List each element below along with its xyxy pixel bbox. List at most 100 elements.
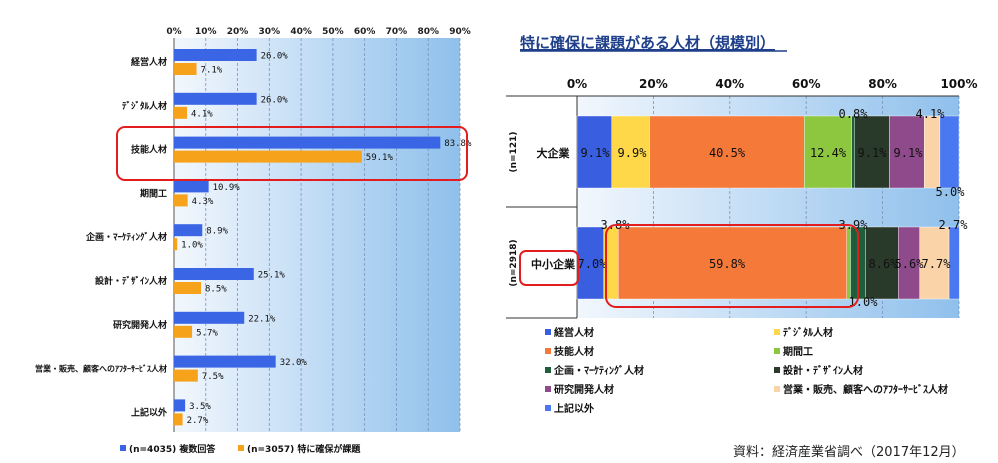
legend-swatch <box>774 329 780 335</box>
right-bar-segment <box>576 226 604 300</box>
legend-label: ﾃﾞｼﾞﾀﾙ人材 <box>783 326 833 339</box>
left-category-label: 技能人材 <box>131 144 167 156</box>
left-value-label: 26.0% <box>261 95 289 105</box>
left-category-labels: 経営人材 ﾃﾞｼﾞﾀﾙ人材技能人材期間工企画・ﾏｰｹﾃｨﾝｸﾞ人材設計・ﾃﾞｻﾞｲ… <box>35 56 167 418</box>
right-bar-segment <box>865 226 899 300</box>
left-bar <box>174 355 276 368</box>
left-value-label: 22.1% <box>248 314 276 324</box>
left-value-label: 7.1% <box>201 66 223 76</box>
left-value-label: 2.7% <box>187 416 209 426</box>
right-value-label: 3.9% <box>839 218 869 232</box>
left-bar <box>174 194 188 207</box>
legend-label: (n=3057) 特に確保が課題 <box>247 443 361 455</box>
legend-swatch <box>238 445 244 451</box>
right-bar-segment <box>948 226 960 300</box>
right-value-label: 9.1% <box>858 146 888 160</box>
left-legend: (n=4035) 複数回答 (n=3057) 特に確保が課題 <box>120 443 361 455</box>
left-bar <box>174 106 188 119</box>
left-value-label: 83.8% <box>444 139 472 149</box>
highlight-box <box>116 126 468 181</box>
right-value-label: 9.9% <box>618 146 648 160</box>
right-x-tick-label: 40% <box>715 77 744 91</box>
right-x-ticks: 0% 20% 40% 60% 80% 100% <box>567 77 978 91</box>
right-value-label: 12.4% <box>810 146 847 160</box>
legend-label: 経営人材 <box>554 326 594 339</box>
right-bar-segment <box>576 115 612 189</box>
left-category-label: 上記以外 <box>131 406 167 418</box>
right-bar-segment <box>889 115 925 189</box>
legend-swatch <box>774 348 780 354</box>
right-x-tick-label: 0% <box>567 77 587 91</box>
right-bar-segment <box>851 115 855 189</box>
left-bar <box>174 150 362 163</box>
right-group-n: (n=121) <box>509 132 519 173</box>
left-category-label: ﾃﾞｼﾞﾀﾙ人材 <box>122 100 167 112</box>
legend-label: 営業・販売、顧客へのｱﾌﾀｰｻｰﾋﾞｽ人材 <box>783 383 948 396</box>
left-x-tick-label: 50% <box>322 27 344 37</box>
right-bar-segment <box>804 115 852 189</box>
right-value-label: 2.7% <box>939 218 969 232</box>
right-bar-segment <box>919 226 950 300</box>
left-bar <box>174 413 183 426</box>
right-bar-segment <box>924 115 941 189</box>
left-bar <box>174 369 198 382</box>
highlight-box <box>605 224 859 308</box>
legend-swatch <box>774 386 780 392</box>
right-value-label: 9.1% <box>581 146 611 160</box>
left-x-tick-label: 90% <box>449 27 471 37</box>
left-bar <box>174 224 203 237</box>
highlight-box <box>519 250 579 286</box>
legend-swatch <box>120 445 126 451</box>
left-value-label: 26.0% <box>261 52 289 62</box>
right-chart-title: 特に確保に課題がある人材（規模別） <box>520 34 775 52</box>
right-value-label: 5.0% <box>936 185 966 199</box>
right-bar-segment <box>649 115 805 189</box>
left-x-tick-label: 20% <box>227 27 249 37</box>
right-x-tick-label: 100% <box>940 77 977 91</box>
legend-swatch <box>545 348 551 354</box>
right-x-tick-label: 80% <box>868 77 897 91</box>
left-category-label: 設計・ﾃﾞｻﾞｲﾝ人材 <box>95 275 167 287</box>
left-value-label: 8.5% <box>205 285 227 295</box>
right-category-label: 大企業 <box>537 146 571 160</box>
left-bar <box>174 238 178 251</box>
left-category-label: 経営人材 <box>131 56 167 68</box>
left-x-tick-label: 60% <box>354 27 376 37</box>
right-value-label: 4.1% <box>916 107 946 121</box>
left-bar <box>174 180 209 193</box>
right-stacked-bars: 大企業 (n=121) 中小企業 (n=2918) 9.1% 9.9% 40.5% 12.4%… <box>509 107 968 309</box>
right-x-tick-label: 20% <box>639 77 668 91</box>
right-value-label: 1.0% <box>849 295 879 309</box>
legend-swatch <box>545 386 551 392</box>
right-bar-segment <box>618 226 847 300</box>
right-value-label: 40.5% <box>709 146 746 160</box>
left-bar <box>174 92 257 105</box>
right-category-label: 中小企業 <box>531 257 576 271</box>
left-category-label: 研究開発人材 <box>113 319 167 331</box>
right-group-n: (n=2918) <box>509 239 519 286</box>
right-value-label: 5.6% <box>895 257 925 271</box>
left-bar <box>174 325 193 338</box>
right-value-label: 59.8% <box>709 257 746 271</box>
left-bar <box>174 136 441 149</box>
left-bar <box>174 49 257 61</box>
legend-label: (n=4035) 複数回答 <box>129 443 216 455</box>
left-x-tick-label: 70% <box>386 27 408 37</box>
right-x-tick-label: 60% <box>792 77 821 91</box>
source-note: 資料：経済産業省調べ（2017年12月） <box>733 445 965 460</box>
right-value-label: 8.6% <box>869 257 899 271</box>
left-x-ticks: 0% 10% 20% 30% 40% 50% 60% 70% 80% 90% <box>166 27 470 37</box>
left-x-tick-label: 30% <box>259 27 281 37</box>
left-bar <box>174 63 197 75</box>
left-value-label: 10.9% <box>213 183 241 193</box>
left-value-label: 25.1% <box>258 271 286 281</box>
left-bar <box>174 311 245 324</box>
legend-label: 企画・ﾏｰｹﾃｨﾝｸﾞ人材 <box>553 364 644 377</box>
left-value-label: 1.0% <box>181 241 203 251</box>
left-category-label: 営業・販売、顧客へのｱﾌﾀｰｻｰﾋﾞｽ人材 <box>35 364 167 374</box>
left-value-label: 32.0% <box>280 358 308 368</box>
left-bars: 26.0% 7.1% 26.0% 4.1% 83.8% 59.1% 10.9% 4.3% 8.9… <box>174 49 472 426</box>
right-bar-segment <box>846 226 851 300</box>
